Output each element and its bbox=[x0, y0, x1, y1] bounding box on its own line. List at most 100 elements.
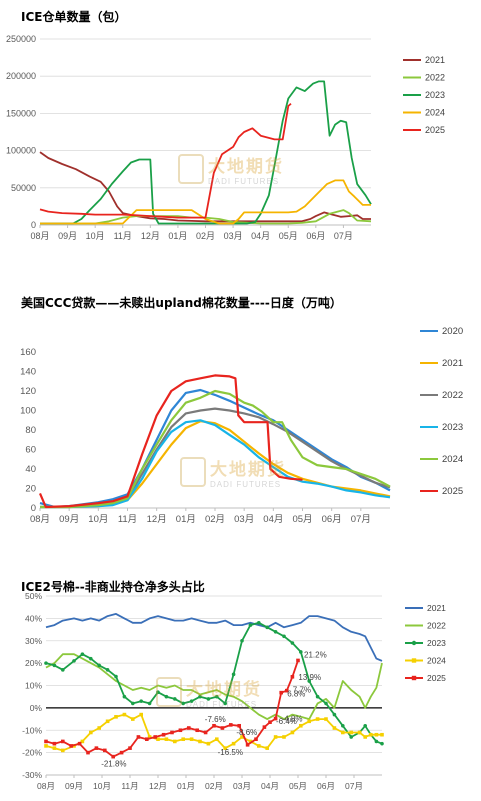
legend-label: 2021 bbox=[427, 603, 446, 613]
x-tick-label: 11月 bbox=[121, 781, 138, 791]
data-point bbox=[273, 716, 278, 721]
data-point bbox=[315, 717, 320, 721]
data-point bbox=[290, 730, 295, 735]
data-point bbox=[240, 638, 244, 643]
x-tick-label: 08月 bbox=[30, 231, 49, 241]
x-tick-label: 02月 bbox=[205, 514, 225, 525]
y-tick-label: -30% bbox=[22, 770, 42, 780]
data-point bbox=[248, 623, 253, 627]
data-point bbox=[147, 701, 152, 706]
data-point bbox=[114, 674, 118, 679]
y-tick-label: 20% bbox=[25, 658, 42, 668]
chart-title: ICE仓单数量（包） bbox=[21, 10, 127, 24]
data-point bbox=[380, 732, 384, 737]
data-point bbox=[97, 726, 101, 730]
y-tick-label: 0% bbox=[30, 703, 43, 713]
series-line-2024 bbox=[40, 389, 391, 509]
data-point bbox=[97, 663, 101, 668]
data-point bbox=[61, 668, 65, 672]
watermark: 大地期货 DADI FUTURES bbox=[180, 455, 286, 489]
data-point bbox=[111, 754, 115, 759]
data-point bbox=[332, 712, 337, 717]
data-label: -16.5% bbox=[218, 748, 243, 757]
legend-label: 2023 bbox=[427, 638, 446, 648]
x-tick-label: 10月 bbox=[86, 231, 105, 241]
data-point bbox=[341, 723, 345, 728]
data-point bbox=[282, 735, 286, 739]
series-line-2021 bbox=[39, 151, 371, 223]
watermark: 大地期货 DADI FUTURES bbox=[156, 675, 262, 709]
x-tick-label: 02月 bbox=[196, 231, 215, 241]
data-point bbox=[296, 658, 300, 663]
legend-label: 2022 bbox=[427, 621, 446, 631]
legend-label: 2021 bbox=[442, 358, 463, 369]
data-point bbox=[223, 746, 227, 750]
data-point bbox=[369, 732, 373, 737]
x-tick-label: 02月 bbox=[205, 781, 223, 791]
legend-marker bbox=[411, 658, 417, 663]
data-point bbox=[178, 728, 183, 733]
y-tick-label: -10% bbox=[22, 725, 42, 735]
data-point bbox=[290, 641, 295, 645]
ice-net-long-ratio-chart: ICE2号棉--非商业持仓净多头占比 -30% -20% -10% 0% 10% 20% 3… bbox=[0, 570, 481, 801]
data-label: -6.4% bbox=[276, 717, 297, 726]
y-tick-label: 30% bbox=[25, 636, 42, 646]
data-point bbox=[198, 694, 202, 699]
data-point bbox=[156, 737, 160, 741]
x-tick-label: 07月 bbox=[351, 514, 371, 525]
x-tick-label: 03月 bbox=[224, 231, 243, 241]
data-point bbox=[332, 726, 337, 730]
data-point bbox=[257, 621, 261, 625]
data-point bbox=[170, 730, 174, 735]
data-point bbox=[290, 674, 295, 679]
x-tick-label: 04月 bbox=[251, 231, 270, 241]
ice-warehouse-receipts-chart: ICE仓单数量（包） 0 50000 100000 150000 200000 25000… bbox=[0, 0, 481, 245]
data-point bbox=[164, 737, 169, 741]
data-point bbox=[206, 741, 211, 746]
data-point bbox=[156, 690, 160, 695]
x-tick-label: 11月 bbox=[118, 514, 137, 525]
data-point bbox=[122, 712, 127, 717]
x-tick-label: 06月 bbox=[322, 514, 342, 525]
data-point bbox=[44, 739, 48, 744]
series-line-2025 bbox=[38, 374, 303, 509]
series-line-2021 bbox=[45, 613, 383, 662]
data-point bbox=[265, 625, 270, 630]
data-point bbox=[265, 746, 269, 750]
x-tick-label: 04月 bbox=[261, 781, 279, 791]
data-label: -21.8% bbox=[101, 760, 126, 769]
data-label: -4.8% bbox=[282, 715, 303, 724]
data-point bbox=[103, 748, 107, 753]
data-point bbox=[89, 656, 93, 661]
x-tick-label: 08月 bbox=[37, 781, 55, 791]
chart-canvas: 0 20 40 60 80 100 120 140 160 08月 09月 10月 11月 12月 01月 0… bbox=[20, 326, 463, 525]
data-point bbox=[61, 739, 65, 744]
x-tick-label: 05月 bbox=[289, 781, 307, 791]
x-tick-label: 03月 bbox=[234, 514, 254, 525]
data-point bbox=[273, 630, 278, 634]
data-point bbox=[237, 723, 241, 728]
y-tick-label: 60 bbox=[25, 445, 36, 456]
x-tick-label: 11月 bbox=[114, 231, 132, 241]
data-label: 21.2% bbox=[304, 650, 327, 659]
y-tick-label: 120 bbox=[20, 386, 36, 397]
legend-label: 2022 bbox=[425, 73, 445, 83]
x-tick-label: 10月 bbox=[93, 781, 111, 791]
y-tick-label: 80 bbox=[25, 425, 36, 436]
data-point bbox=[380, 741, 384, 746]
data-point bbox=[89, 730, 93, 735]
x-tick-label: 07月 bbox=[334, 231, 353, 241]
data-point bbox=[139, 712, 143, 717]
data-point bbox=[315, 694, 320, 699]
data-point bbox=[114, 715, 118, 719]
data-point bbox=[105, 719, 110, 724]
watermark-logo-icon bbox=[178, 154, 204, 184]
data-point bbox=[212, 723, 216, 728]
data-point bbox=[206, 697, 211, 701]
x-tick-label: 06月 bbox=[306, 231, 325, 241]
series-line-2022 bbox=[45, 653, 383, 721]
data-point bbox=[61, 748, 65, 753]
data-point bbox=[147, 735, 152, 739]
data-point bbox=[231, 672, 236, 677]
data-point bbox=[52, 663, 57, 668]
